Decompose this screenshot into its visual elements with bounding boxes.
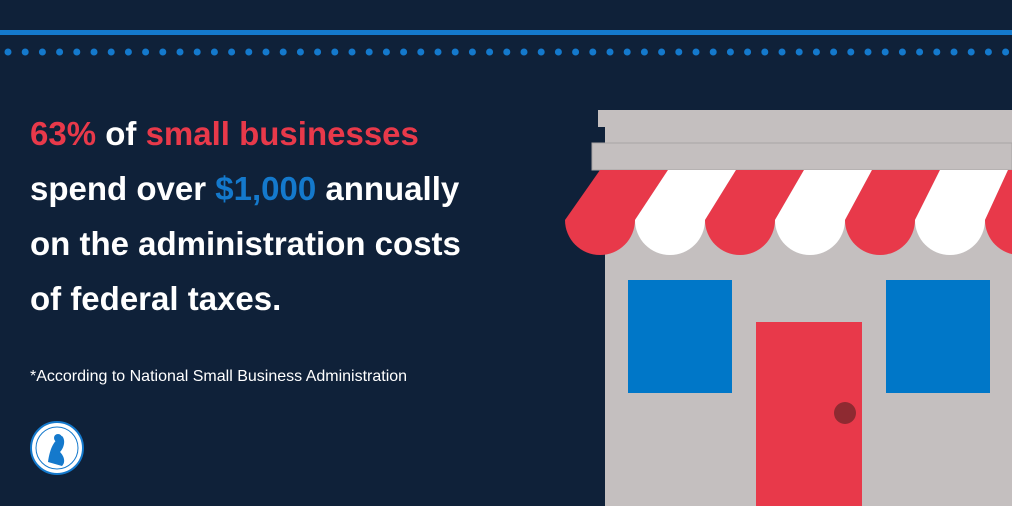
dot xyxy=(245,48,253,56)
window xyxy=(886,280,990,393)
awning xyxy=(565,170,1012,255)
dot xyxy=(107,48,115,56)
dot xyxy=(606,48,614,56)
dot xyxy=(623,48,631,56)
dot xyxy=(984,48,992,56)
dot xyxy=(365,48,373,56)
text: annually xyxy=(325,170,460,207)
dot xyxy=(56,48,64,56)
dot xyxy=(640,48,648,56)
dot xyxy=(916,48,924,56)
dot xyxy=(658,48,666,56)
awning-stripe xyxy=(775,170,872,220)
dot xyxy=(417,48,425,56)
dot xyxy=(864,48,872,56)
headline-line: on the administration costs xyxy=(30,225,461,262)
dot xyxy=(314,48,322,56)
highlight: small businesses xyxy=(146,115,419,152)
dot xyxy=(881,48,889,56)
dot xyxy=(520,48,528,56)
dot xyxy=(709,48,717,56)
awning-stripe xyxy=(845,170,940,220)
dot xyxy=(503,48,511,56)
dot xyxy=(262,48,270,56)
dot xyxy=(38,48,46,56)
dot xyxy=(812,48,820,56)
headline-line: of federal taxes. xyxy=(30,280,281,317)
dot xyxy=(898,48,906,56)
dot xyxy=(761,48,769,56)
dot xyxy=(537,48,545,56)
dot xyxy=(124,48,132,56)
awning-scallop xyxy=(845,220,915,255)
dot xyxy=(795,48,803,56)
dot xyxy=(554,48,562,56)
footnote: *According to National Small Business Ad… xyxy=(30,368,407,385)
dot xyxy=(21,48,29,56)
top-line xyxy=(0,30,1012,35)
text: of xyxy=(105,115,137,152)
awning-stripe xyxy=(565,170,668,220)
dot xyxy=(950,48,958,56)
dot xyxy=(210,48,218,56)
dot xyxy=(296,48,304,56)
dot xyxy=(4,48,12,56)
dot xyxy=(451,48,459,56)
highlight: 63% xyxy=(30,115,96,152)
headline-line: spend over $1,000 annually xyxy=(30,170,460,207)
text: spend over xyxy=(30,170,206,207)
dot xyxy=(434,48,442,56)
awning-stripe xyxy=(705,170,804,220)
dot xyxy=(692,48,700,56)
dot xyxy=(726,48,734,56)
dot xyxy=(967,48,975,56)
dot xyxy=(279,48,287,56)
dot xyxy=(778,48,786,56)
dot xyxy=(847,48,855,56)
dot xyxy=(73,48,81,56)
awning-scallop xyxy=(635,220,705,255)
storefront xyxy=(565,110,1012,506)
logo xyxy=(30,421,84,475)
dot xyxy=(468,48,476,56)
dot xyxy=(1002,48,1010,56)
dot xyxy=(193,48,201,56)
awning-stripe xyxy=(985,170,1012,220)
window xyxy=(628,280,732,393)
dot xyxy=(400,48,408,56)
dot xyxy=(142,48,150,56)
awning-scallop xyxy=(565,220,635,255)
dot xyxy=(228,48,236,56)
door-knob xyxy=(834,402,856,424)
dot xyxy=(159,48,167,56)
dot xyxy=(90,48,98,56)
dot xyxy=(486,48,494,56)
awning-scallop xyxy=(775,220,845,255)
dot xyxy=(675,48,683,56)
dot xyxy=(176,48,184,56)
awning-stripe xyxy=(635,170,736,220)
awning-scallop xyxy=(705,220,775,255)
dot xyxy=(744,48,752,56)
headline-line: 63% of small businesses xyxy=(30,115,419,152)
dot xyxy=(331,48,339,56)
dot xyxy=(348,48,356,56)
dot xyxy=(572,48,580,56)
highlight: $1,000 xyxy=(215,170,316,207)
dot xyxy=(589,48,597,56)
dot xyxy=(830,48,838,56)
dot xyxy=(933,48,941,56)
awning-scallop xyxy=(915,220,985,255)
awning-scallop xyxy=(985,220,1012,255)
dot xyxy=(382,48,390,56)
awning-stripe xyxy=(915,170,1008,220)
dot-row xyxy=(4,48,1010,56)
